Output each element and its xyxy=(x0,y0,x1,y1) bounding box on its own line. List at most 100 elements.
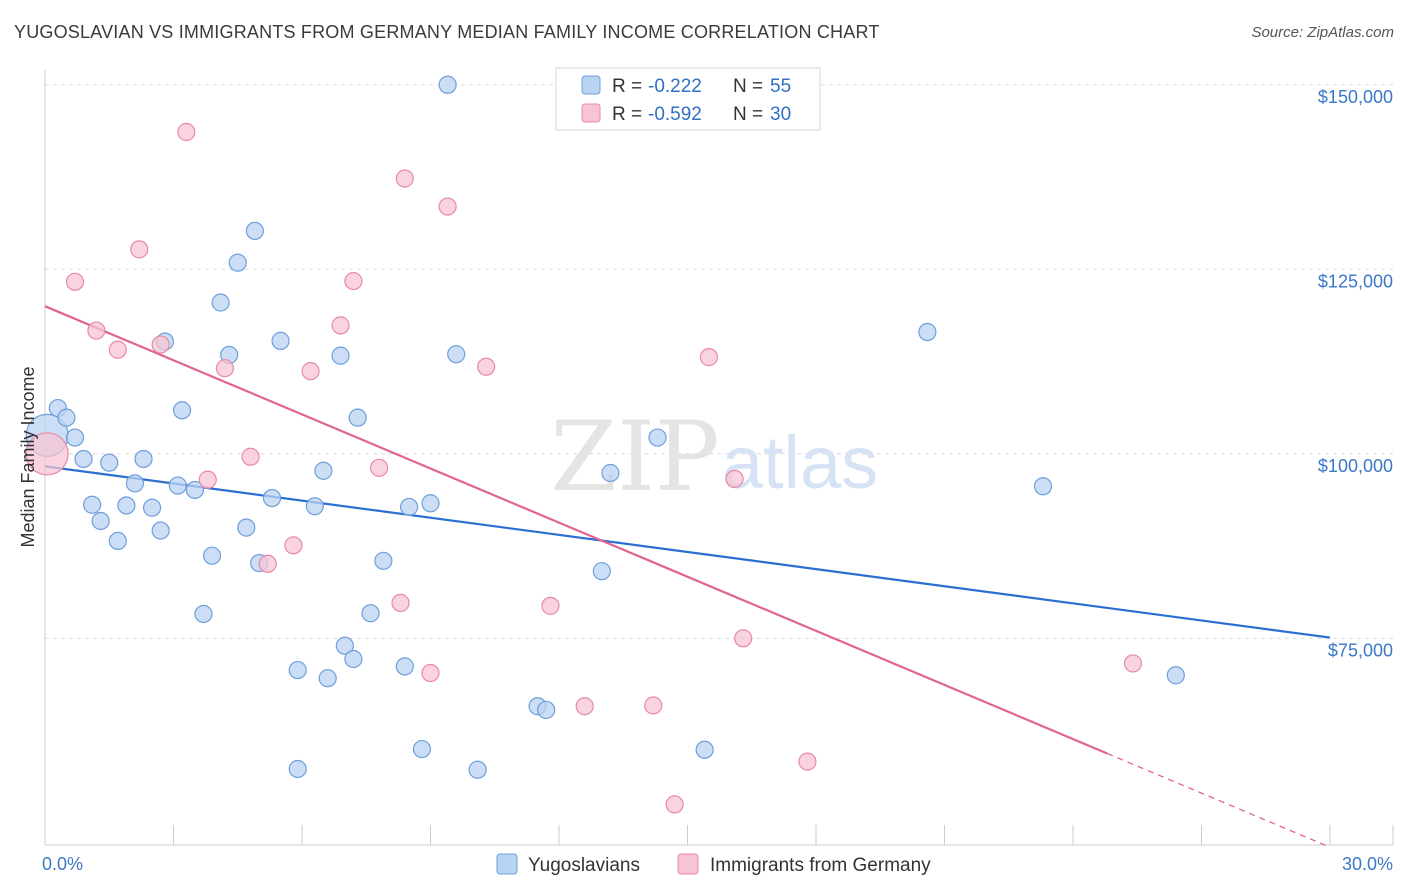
point-yugoslavians xyxy=(361,604,380,623)
bottom-legend-label-pink: Immigrants from Germany xyxy=(710,855,931,876)
point-immigrants-germany xyxy=(65,272,85,291)
legend-swatch-pink xyxy=(581,103,601,123)
point-immigrants-germany xyxy=(284,536,303,555)
point-yugoslavians xyxy=(74,449,93,469)
point-yugoslavians xyxy=(194,604,213,624)
legend-r-label-1: R = xyxy=(612,76,642,97)
point-yugoslavians xyxy=(374,551,393,570)
point-yugoslavians xyxy=(421,494,440,513)
point-immigrants-germany xyxy=(130,240,149,259)
point-yugoslavians xyxy=(468,760,487,779)
point-yugoslavians xyxy=(151,521,170,540)
point-yugoslavians xyxy=(108,531,127,551)
legend-swatch-blue xyxy=(581,75,601,95)
y-tick-labels: $75,000 $100,000 $125,000 $150,000 xyxy=(1318,87,1393,661)
y-tick-label: $150,000 xyxy=(1318,87,1393,107)
x-tick-label-start: 0.0% xyxy=(42,854,83,874)
legend-r-label-2: R = xyxy=(612,104,642,125)
point-yugoslavians xyxy=(202,546,222,565)
point-yugoslavians xyxy=(601,463,620,483)
x-tick-label-end: 30.0% xyxy=(1342,854,1393,874)
y-tick-label: $75,000 xyxy=(1328,640,1393,660)
point-yugoslavians xyxy=(395,657,414,676)
point-yugoslavians xyxy=(100,453,119,472)
point-yugoslavians xyxy=(262,488,282,508)
trend-lines xyxy=(44,305,1331,848)
point-immigrants-germany xyxy=(25,432,69,476)
point-immigrants-germany xyxy=(734,629,753,648)
point-yugoslavians xyxy=(348,408,367,427)
point-immigrants-germany xyxy=(301,362,320,381)
point-immigrants-germany xyxy=(438,197,457,216)
point-yugoslavians xyxy=(288,759,307,779)
point-yugoslavians xyxy=(211,293,230,312)
chart-source: Source: ZipAtlas.com xyxy=(1251,24,1394,41)
point-yugoslavians xyxy=(314,461,333,480)
grid-lines xyxy=(45,84,1393,639)
point-immigrants-germany xyxy=(477,357,496,376)
bottom-legend-swatch-blue xyxy=(496,853,518,875)
legend-box: R = -0.222 N = 55 R = -0.592 N = 30 xyxy=(555,67,821,131)
bottom-legend: Yugoslavians Immigrants from Germany xyxy=(496,853,931,876)
point-immigrants-germany xyxy=(331,316,350,335)
watermark: ZIP atlas xyxy=(550,401,878,513)
point-immigrants-germany xyxy=(575,697,594,716)
point-yugoslavians xyxy=(237,518,256,537)
point-yugoslavians xyxy=(331,346,350,365)
point-immigrants-germany xyxy=(644,696,663,715)
legend-n-label-1: N = xyxy=(733,76,763,97)
y-tick-label: $125,000 xyxy=(1318,271,1393,291)
point-yugoslavians xyxy=(695,740,714,759)
y-axis-label: Median Family Income xyxy=(18,366,38,547)
point-immigrants-germany xyxy=(665,795,684,814)
point-yugoslavians xyxy=(335,636,354,655)
point-immigrants-germany xyxy=(541,596,560,615)
point-immigrants-germany xyxy=(215,359,234,378)
point-yugoslavians xyxy=(271,331,290,350)
point-yugoslavians xyxy=(134,449,153,469)
point-yugoslavians xyxy=(228,253,247,272)
watermark-zip: ZIP xyxy=(550,401,719,513)
point-yugoslavians xyxy=(592,562,611,581)
point-yugoslavians xyxy=(117,496,136,515)
point-yugoslavians xyxy=(57,408,76,427)
point-yugoslavians xyxy=(142,498,162,517)
point-yugoslavians xyxy=(438,75,457,94)
point-yugoslavians xyxy=(1166,666,1185,685)
point-yugoslavians xyxy=(537,700,556,720)
point-yugoslavians xyxy=(65,428,85,447)
legend-r-value-2: -0.592 xyxy=(648,104,702,125)
point-immigrants-germany xyxy=(395,169,414,188)
x-tick-labels: 0.0% 30.0% xyxy=(42,854,1393,874)
bottom-legend-label-blue: Yugoslavians xyxy=(528,855,640,876)
point-immigrants-germany xyxy=(421,663,440,683)
point-yugoslavians xyxy=(305,497,324,516)
y-tick-label: $100,000 xyxy=(1318,456,1393,476)
point-yugoslavians xyxy=(412,739,432,759)
point-yugoslavians xyxy=(125,474,145,493)
data-points xyxy=(25,75,1185,814)
point-yugoslavians xyxy=(288,660,307,680)
point-yugoslavians xyxy=(83,495,102,514)
legend-n-value-2: 30 xyxy=(770,104,791,125)
point-immigrants-germany xyxy=(1123,654,1143,673)
point-yugoslavians xyxy=(344,649,363,669)
point-yugoslavians xyxy=(648,428,667,447)
point-yugoslavians xyxy=(447,345,466,364)
legend-r-value-1: -0.222 xyxy=(648,76,702,97)
point-immigrants-germany xyxy=(87,321,106,340)
bottom-legend-swatch-pink xyxy=(677,853,699,875)
point-immigrants-germany xyxy=(391,593,410,613)
point-yugoslavians xyxy=(399,497,419,517)
point-immigrants-germany xyxy=(198,470,217,489)
trend-line-immigrants-germany-extension xyxy=(1107,752,1331,848)
point-yugoslavians xyxy=(918,322,937,342)
point-immigrants-germany xyxy=(725,469,744,489)
trend-line-immigrants-germany xyxy=(44,305,1108,755)
point-immigrants-germany xyxy=(258,554,277,573)
point-yugoslavians xyxy=(1033,477,1053,496)
point-yugoslavians xyxy=(185,480,205,500)
legend-n-label-2: N = xyxy=(733,104,763,125)
watermark-atlas: atlas xyxy=(722,421,878,504)
